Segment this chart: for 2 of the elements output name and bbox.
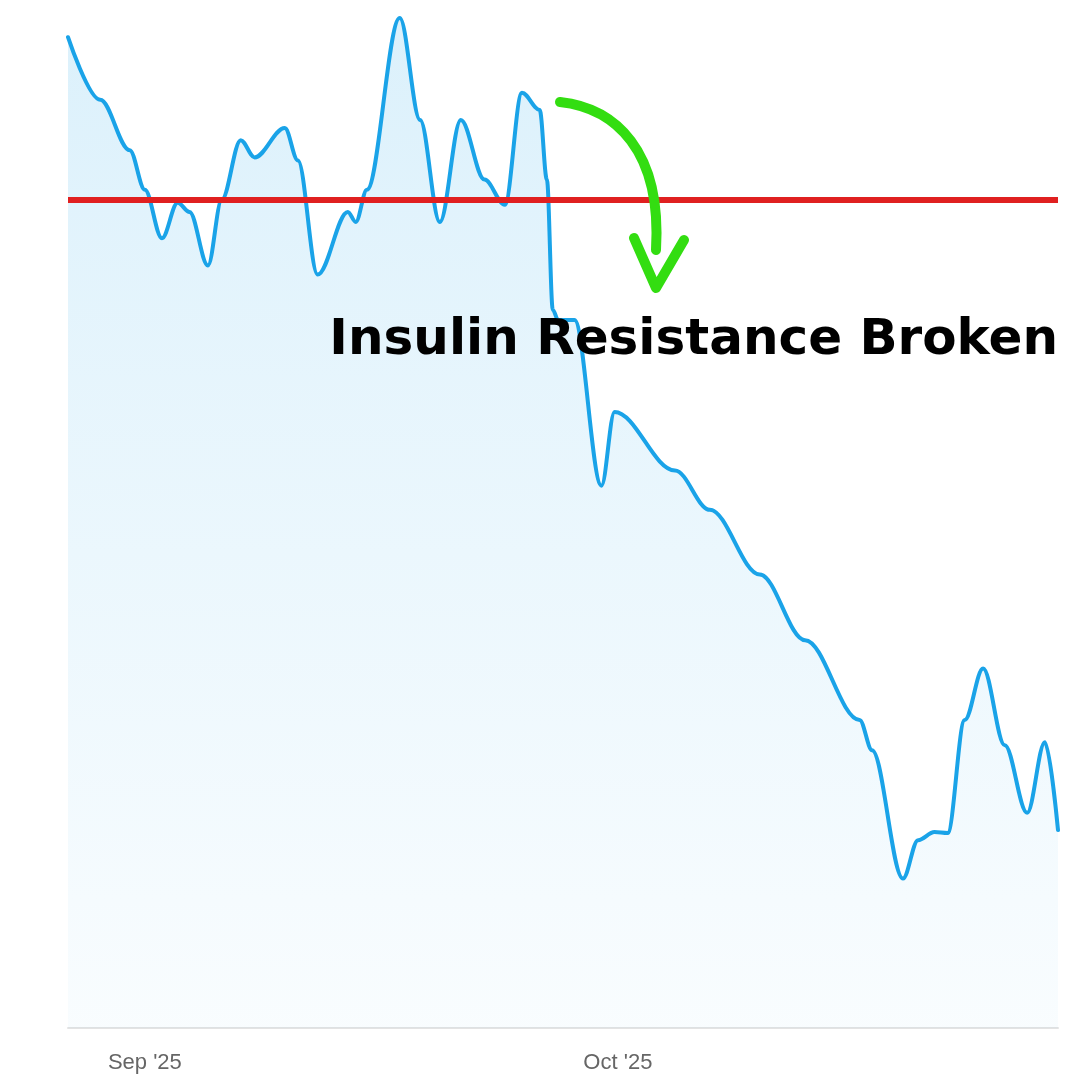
x-tick-label: Sep '25 [107,1048,182,1074]
x-tick-label: Oct '25 [583,1048,653,1074]
